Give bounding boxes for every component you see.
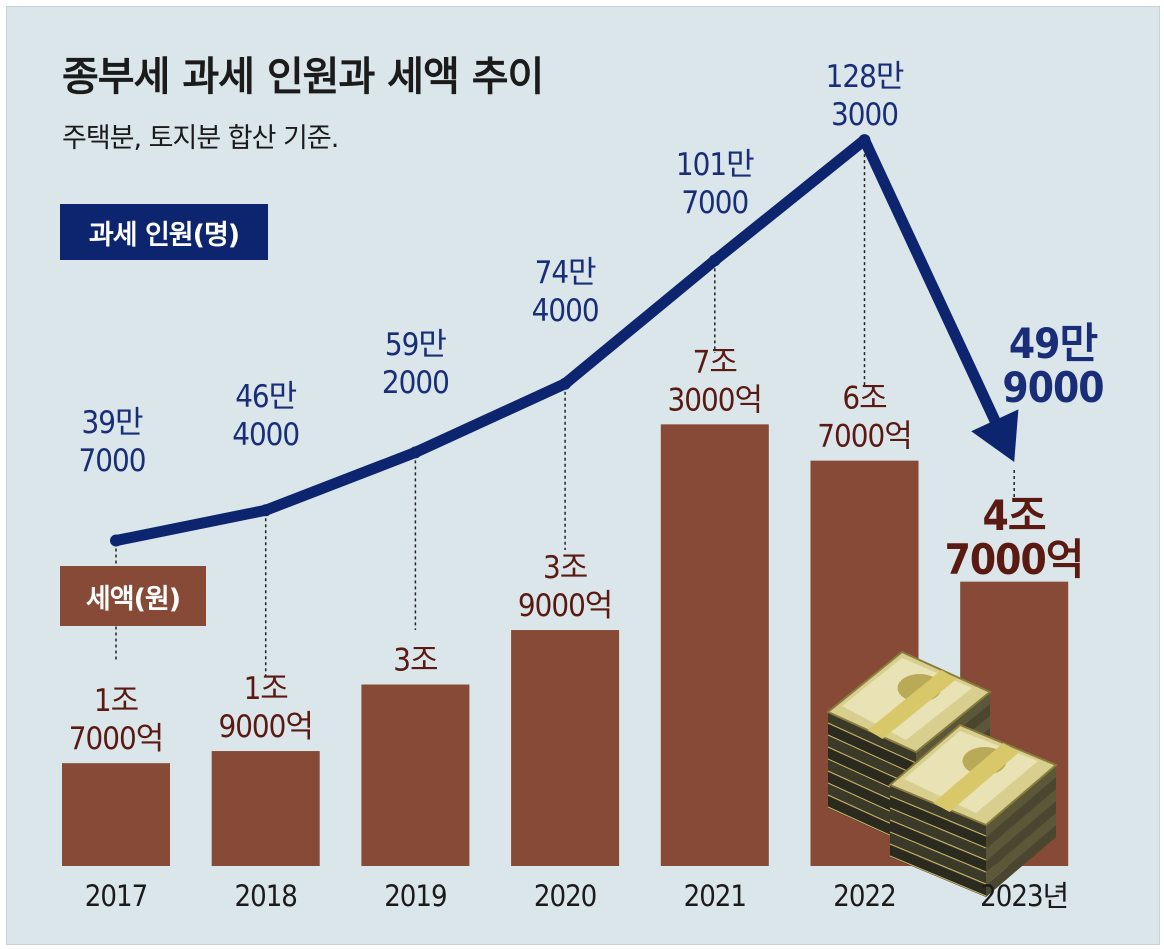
x-tick-label-2023년: 2023년 bbox=[980, 879, 1068, 913]
tax-bar-2018 bbox=[211, 751, 320, 866]
people-label-2019: 59만 bbox=[385, 327, 446, 363]
legend-tax: 세액(원) bbox=[60, 566, 206, 626]
chart-title: 종부세 과세 인원과 세액 추이 bbox=[62, 54, 544, 100]
people-series-line bbox=[110, 134, 870, 547]
people-point-2022 bbox=[858, 134, 871, 147]
people-label-2022: 128만 bbox=[826, 59, 904, 95]
legend-people: 과세 인원(명) bbox=[60, 204, 268, 260]
people-point-2020 bbox=[559, 377, 572, 390]
people-label-2020: 4000 bbox=[532, 293, 599, 329]
people-point-2021 bbox=[708, 254, 721, 267]
people-label-2019: 2000 bbox=[382, 365, 449, 401]
tax-label-2018: 1조 bbox=[244, 671, 288, 707]
tax-label-2017: 7000억 bbox=[69, 721, 163, 757]
x-tick-label-2021: 2021 bbox=[684, 879, 746, 913]
tax-label-2023년: 7000억 bbox=[945, 535, 1084, 584]
people-point-2018 bbox=[259, 504, 272, 517]
people-label-2020: 74만 bbox=[535, 255, 596, 291]
tax-bar-2021 bbox=[660, 424, 769, 866]
tax-bar-2020 bbox=[511, 630, 620, 866]
people-label-2018: 4000 bbox=[232, 417, 299, 453]
tax-label-2018: 9000억 bbox=[218, 709, 312, 745]
data-labels: 39만700046만400059만200074만4000101만7000128만… bbox=[69, 59, 1105, 913]
tax-label-2023년: 4조 bbox=[983, 491, 1046, 540]
tax-label-2017: 1조 bbox=[94, 683, 138, 719]
tax-label-2020: 9000억 bbox=[518, 588, 612, 624]
people-label-2017: 39만 bbox=[81, 405, 142, 441]
people-label-2017: 7000 bbox=[79, 443, 146, 479]
x-tick-label-2017: 2017 bbox=[85, 879, 147, 913]
arrow-head-icon bbox=[971, 409, 1019, 462]
x-tick-label-2020: 2020 bbox=[534, 879, 596, 913]
guide-lines bbox=[115, 148, 1015, 680]
x-tick-label-2018: 2018 bbox=[235, 879, 297, 913]
tax-label-2019: 3조 bbox=[393, 643, 437, 679]
tax-label-2021: 3000억 bbox=[668, 382, 762, 418]
money-bundle-front bbox=[888, 723, 1058, 897]
people-line bbox=[110, 134, 1019, 547]
people-point-2019 bbox=[409, 446, 422, 459]
people-label-2021: 7000 bbox=[681, 185, 748, 221]
people-label-2023년: 9000 bbox=[1002, 363, 1103, 412]
money-stack-icon bbox=[826, 650, 1058, 897]
tax-label-2022: 6조 bbox=[842, 381, 886, 417]
people-point-2017 bbox=[110, 534, 122, 547]
x-tick-label-2022: 2022 bbox=[833, 879, 895, 913]
people-decline-line bbox=[859, 134, 1001, 426]
people-label-2022: 3000 bbox=[831, 97, 898, 133]
people-label-2021: 101만 bbox=[676, 147, 754, 183]
tax-label-2021: 7조 bbox=[693, 344, 737, 380]
people-label-2023년: 49만 bbox=[1009, 319, 1098, 368]
tax-label-2020: 3조 bbox=[543, 550, 587, 586]
x-tick-label-2019: 2019 bbox=[384, 879, 446, 913]
people-label-2018: 46만 bbox=[235, 379, 296, 415]
tax-bar-2019 bbox=[361, 684, 470, 866]
chart-subtitle: 주택분, 토지분 합산 기준. bbox=[62, 123, 339, 154]
tax-label-2022: 7000억 bbox=[817, 419, 911, 455]
tax-bar-2017 bbox=[62, 763, 170, 866]
